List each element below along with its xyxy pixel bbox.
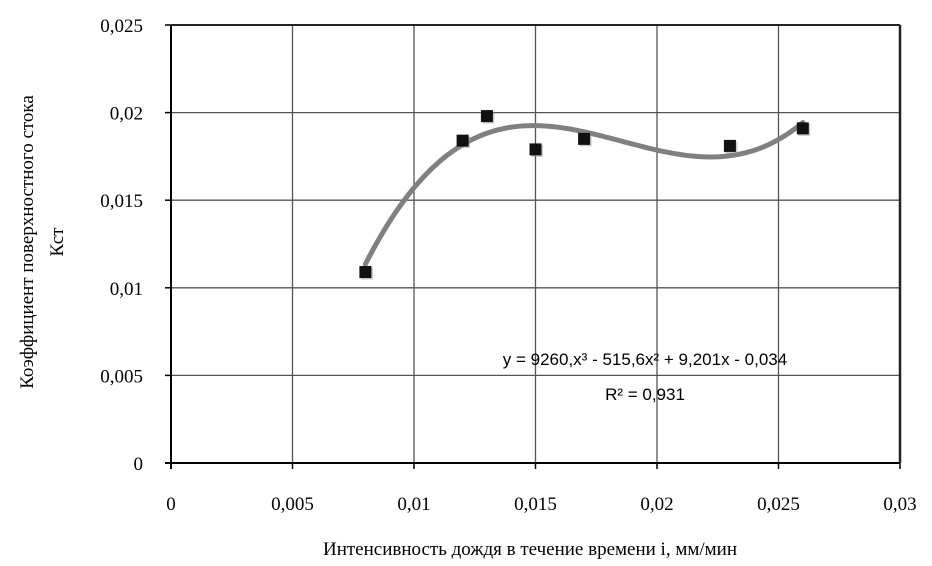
- data-point: [359, 266, 372, 279]
- data-points: [359, 110, 811, 280]
- tick-labels: 0 0,005 0,01 0,015 0,02 0,025 0 0,005 0,01 0,015 0…: [100, 16, 916, 515]
- trendline: [362, 120, 806, 267]
- y-tick-label: 0,01: [110, 279, 143, 300]
- x-tick-label: 0,01: [397, 494, 430, 515]
- x-tick-label: 0,005: [271, 494, 314, 515]
- x-tick-label: 0: [166, 494, 176, 515]
- trendline-equation: y = 9260,x³ - 515,6x² + 9,201x - 0,034: [503, 350, 787, 369]
- data-point: [796, 122, 809, 135]
- y-tick-label: 0,02: [110, 104, 143, 125]
- trendline-curve: [362, 120, 806, 267]
- data-point: [529, 143, 542, 156]
- x-tick-label: 0,015: [514, 494, 557, 515]
- y-axis-label-line1: Коэффициент поверхностного стока: [17, 95, 38, 389]
- y-tick-label: 0,015: [100, 191, 143, 212]
- data-point: [480, 110, 493, 123]
- y-tick-label: 0,005: [100, 366, 143, 387]
- y-tick-label: 0,025: [100, 16, 143, 37]
- data-point: [456, 134, 469, 147]
- y-tick-label: 0: [134, 454, 144, 475]
- r-squared-label: R² = 0,931: [605, 385, 685, 404]
- x-tick-label: 0,025: [757, 494, 800, 515]
- data-point: [578, 132, 591, 145]
- gridlines: [171, 24, 901, 463]
- x-axis-label: Интенсивность дождя в течение времени i,…: [323, 539, 737, 560]
- x-tick-label: 0,03: [883, 494, 916, 515]
- axes: [165, 24, 902, 469]
- x-tick-label: 0,02: [640, 494, 673, 515]
- data-point: [723, 139, 736, 152]
- y-axis-label-line2: Кст: [47, 227, 68, 257]
